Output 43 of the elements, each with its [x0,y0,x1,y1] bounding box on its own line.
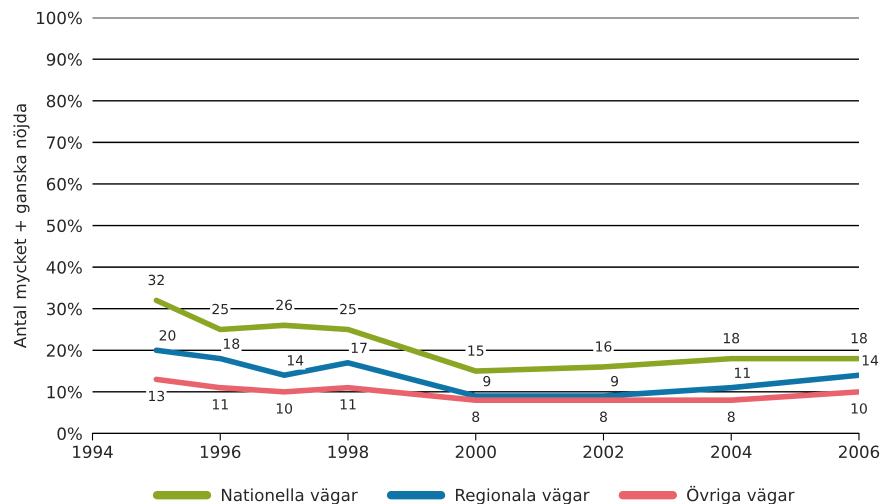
data-label: 8 [728,412,735,422]
data-label: 9 [611,376,618,386]
data-label: 9 [483,376,490,386]
data-label: 11 [340,399,356,410]
x-tick-label: 2006 [838,446,880,458]
data-label: 11 [735,368,750,378]
x-tick-label: 1996 [200,446,240,458]
data-label: 14 [288,355,304,366]
data-label: 8 [600,412,607,422]
data-label: 25 [212,304,228,314]
data-label: 32 [148,274,164,286]
data-label: 11 [212,399,228,410]
y-tick-label: 0% [57,427,82,440]
data-label: 13 [149,390,164,402]
data-label: 10 [276,403,292,414]
x-tick-label: 1994 [73,446,113,458]
y-tick-label: 100% [36,12,82,24]
data-label: 18 [224,338,240,349]
data-label: 8 [472,412,480,422]
x-tick-label: 1998 [328,446,368,458]
x-tick-label: 2000 [456,446,496,458]
data-label: 14 [862,355,878,366]
data-label: 18 [724,332,740,344]
y-tick-label: 70% [47,136,82,149]
data-label: 15 [468,346,484,356]
y-tick-label: 20% [46,344,82,357]
y-axis-title: Antal mycket + ganska nöjda [13,104,30,348]
x-tick-label: 2004 [711,446,752,458]
data-label: 20 [160,330,176,341]
y-tick-label: 30% [47,302,82,316]
y-tick-label: 10% [48,386,82,398]
y-tick-label: 50% [47,220,82,232]
y-tick-label: 80% [46,94,82,108]
y-tick-label: 40% [46,261,82,274]
data-label: 10 [852,403,867,414]
data-label: 26 [276,300,292,310]
x-tick-label: 2002 [584,446,624,458]
data-label: 25 [340,304,356,314]
y-tick-label: 60% [46,178,82,191]
data-label: 16 [596,341,612,352]
data-label: 17 [352,342,367,353]
data-label: 18 [852,332,867,344]
y-tick-label: 90% [46,53,82,66]
